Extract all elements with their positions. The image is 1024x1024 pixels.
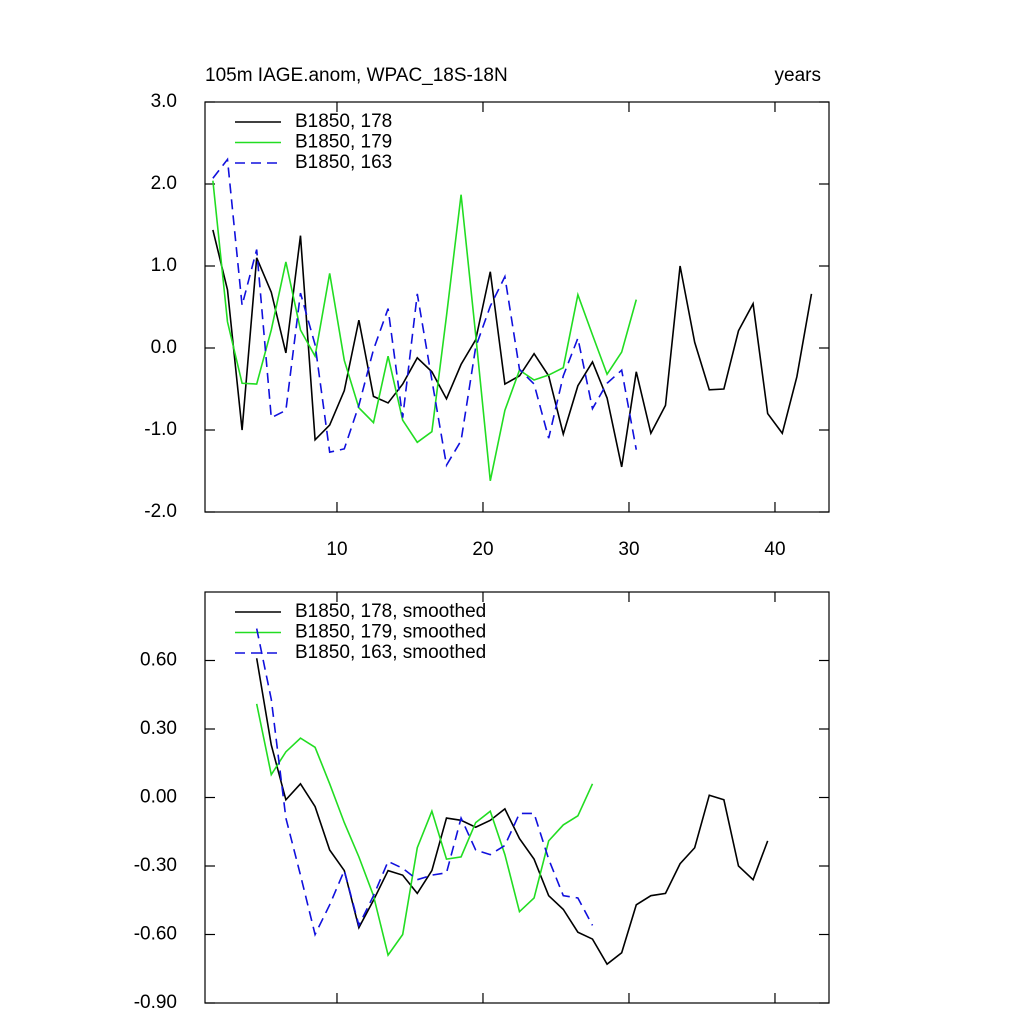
series-line — [255, 703, 594, 957]
y-tick-label: 2.0 — [151, 173, 177, 194]
x-tick-label: 40 — [764, 539, 785, 560]
y-tick-label: -2.0 — [144, 501, 177, 522]
legend-label: B1850, 163 — [295, 152, 392, 173]
plot-frame — [204, 101, 830, 513]
legend-label: B1850, 179, smoothed — [295, 622, 486, 643]
series-line — [212, 180, 638, 482]
y-tick-label: -1.0 — [144, 419, 177, 440]
series-line — [212, 229, 813, 468]
y-tick-label: -0.60 — [134, 924, 177, 945]
y-tick-label: -0.90 — [134, 992, 177, 1013]
y-tick-label: 0.0 — [151, 337, 177, 358]
y-tick-label: 0.30 — [140, 718, 177, 739]
legend-label: B1850, 163, smoothed — [295, 642, 486, 663]
y-tick-label: 3.0 — [151, 91, 177, 112]
y-tick-label: -0.30 — [134, 855, 177, 876]
legend-label: B1850, 178 — [295, 111, 392, 132]
legend-label: B1850, 179 — [295, 132, 392, 153]
legend-label: B1850, 178, smoothed — [295, 601, 486, 622]
x-tick-label: 10 — [326, 539, 347, 560]
chart-title: 105m IAGE.anom, WPAC_18S-18N — [205, 65, 508, 86]
x-tick-label: 30 — [618, 539, 639, 560]
units-label: years — [775, 65, 821, 86]
x-tick-label: 20 — [472, 539, 493, 560]
y-tick-label: 1.0 — [151, 255, 177, 276]
y-tick-label: 0.60 — [140, 650, 177, 671]
series-line — [212, 157, 638, 468]
series-line — [255, 658, 769, 966]
series-line — [255, 628, 594, 937]
y-tick-label: 0.00 — [140, 787, 177, 808]
